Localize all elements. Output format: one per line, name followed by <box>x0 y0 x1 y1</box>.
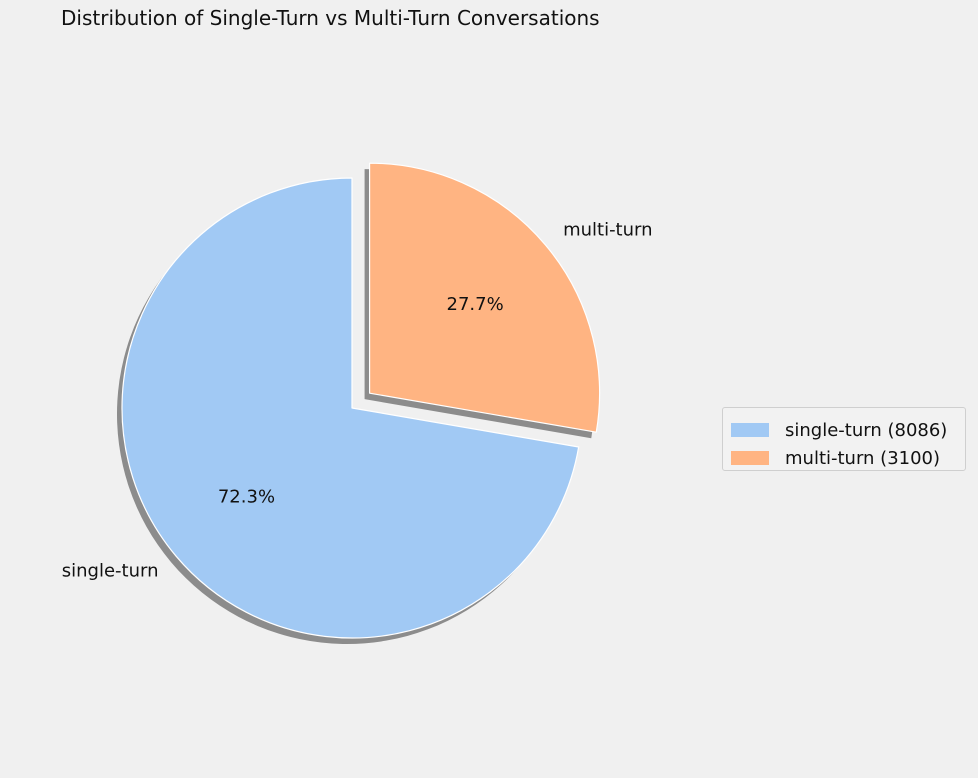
pie-percent-label-single-turn: 72.3% <box>218 486 275 507</box>
legend-item-multi-turn: multi-turn (3100) <box>731 444 965 472</box>
legend-swatch-single-turn <box>731 423 769 437</box>
chart-title: Distribution of Single-Turn vs Multi-Tur… <box>61 6 600 30</box>
legend-swatch-multi-turn <box>731 451 769 465</box>
pie-label-layer: 72.3% single-turn 27.7% multi-turn <box>62 220 653 582</box>
pie-slice-label-single-turn: single-turn <box>62 561 159 582</box>
pie-percent-label-multi-turn: 27.7% <box>447 294 504 315</box>
legend: single-turn (8086) multi-turn (3100) <box>722 407 966 471</box>
pie-slice-multi-turn <box>368 162 601 433</box>
pie-slice-label-multi-turn: multi-turn <box>563 220 652 241</box>
legend-label-multi-turn: multi-turn (3100) <box>785 447 941 469</box>
legend-label-single-turn: single-turn (8086) <box>785 419 948 441</box>
pie-slice-layer <box>121 162 601 639</box>
pie-slice-single-turn <box>121 177 580 639</box>
legend-item-single-turn: single-turn (8086) <box>731 416 965 444</box>
